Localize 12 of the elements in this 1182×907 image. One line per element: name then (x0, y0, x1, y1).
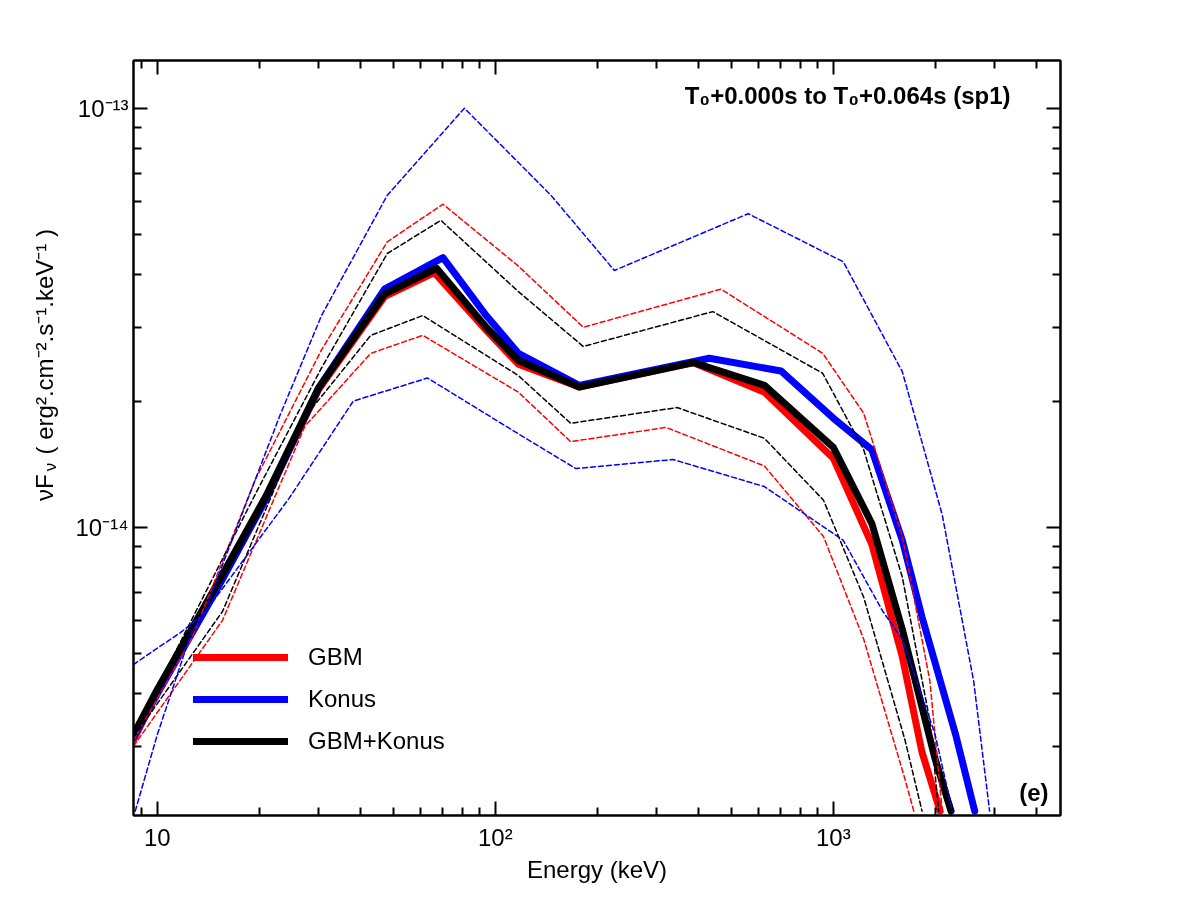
text: T₀+0.000s to T₀+0.064s (sp1) (684, 82, 1011, 109)
legend-label: GBM (308, 643, 363, 671)
x-axis-title: Energy (keV) (526, 855, 668, 883)
y-axis-title: νFν ( erg².cm⁻².s⁻¹.keV⁻¹ ) (31, 229, 60, 501)
annotation: (e) (1019, 778, 1049, 806)
x-tick-label: 10² (478, 823, 513, 851)
legend-label: Konus (308, 685, 377, 713)
x-tick-label: 10 (144, 823, 171, 851)
x-tick-label: 10³ (815, 823, 851, 851)
y-tick-label: 10⁻¹⁴ (75, 513, 129, 541)
legend-label: GBM+Konus (308, 727, 445, 755)
y-tick-label: 10⁻¹³ (77, 94, 129, 122)
